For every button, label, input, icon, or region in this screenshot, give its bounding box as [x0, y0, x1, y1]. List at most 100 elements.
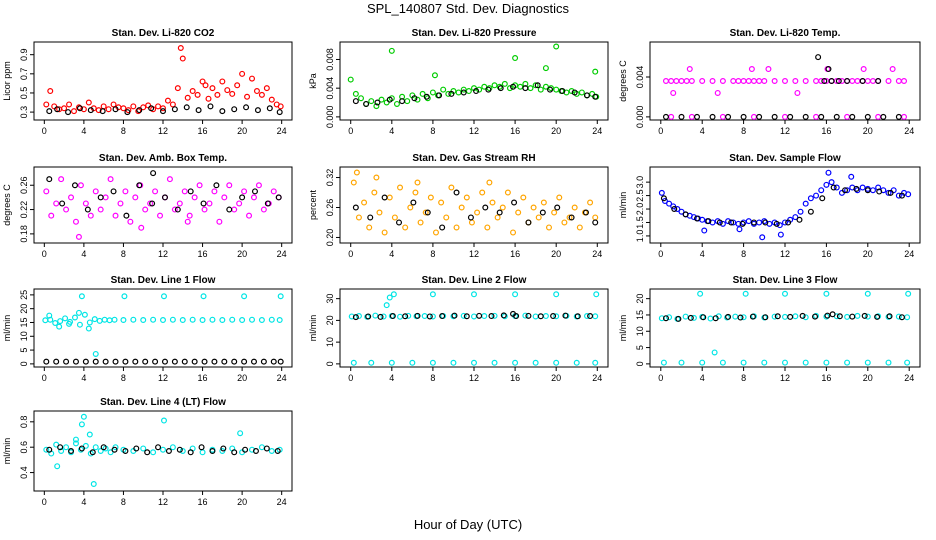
data-point — [875, 77, 882, 84]
data-point — [111, 316, 118, 323]
data-point — [553, 313, 560, 320]
data-point — [802, 113, 809, 120]
data-point — [122, 188, 129, 195]
x-tick-label: 20 — [551, 373, 561, 383]
x-tick-label: 12 — [780, 373, 790, 383]
data-point — [885, 77, 892, 84]
data-point — [559, 88, 566, 95]
data-point — [730, 219, 737, 226]
data-point — [666, 314, 673, 321]
data-point — [787, 313, 794, 320]
data-point — [821, 77, 828, 84]
data-point — [255, 182, 262, 189]
data-point — [520, 194, 527, 201]
data-point — [57, 444, 64, 451]
data-point — [427, 194, 434, 201]
data-point — [355, 313, 362, 320]
data-point — [592, 219, 599, 226]
data-point — [63, 358, 70, 365]
series-2 — [46, 170, 282, 219]
data-point — [448, 184, 455, 191]
data-point — [184, 94, 191, 101]
data-point — [494, 214, 501, 221]
data-point — [740, 314, 747, 321]
x-tick-label: 12 — [158, 497, 168, 507]
data-point — [191, 194, 198, 201]
data-point — [46, 108, 53, 115]
data-point — [875, 113, 882, 120]
data-point — [658, 315, 665, 322]
y-tick-label: 0.26 — [325, 199, 335, 217]
data-point — [501, 313, 508, 320]
data-point — [65, 109, 72, 116]
data-point — [85, 99, 92, 106]
x-tick-label: 0 — [42, 497, 47, 507]
data-point — [51, 103, 58, 110]
data-point — [352, 204, 359, 211]
data-point — [251, 188, 258, 195]
data-point — [781, 313, 788, 320]
data-point — [802, 314, 809, 321]
data-point — [904, 359, 911, 366]
chart-panel-1: Stan. Dev. Li-820 CO2 Licor ppm 0 4 8 12 16 20 2… — [2, 28, 293, 136]
data-point — [568, 88, 575, 95]
data-point — [525, 219, 532, 226]
data-point — [155, 444, 162, 451]
data-point — [348, 313, 355, 320]
series-2 — [46, 444, 281, 456]
x-tick-label: 8 — [121, 126, 126, 136]
y-tick-label: 5 — [635, 345, 645, 350]
y-tick-label: 20 — [19, 304, 29, 314]
data-point — [270, 358, 277, 365]
data-point — [885, 189, 892, 196]
data-point — [491, 359, 498, 366]
x-tick-label: 8 — [741, 126, 746, 136]
data-point — [211, 188, 218, 195]
data-point — [142, 358, 149, 365]
data-point — [574, 313, 581, 320]
data-point — [824, 312, 831, 319]
data-point — [668, 113, 675, 120]
page-title: SPL_140807 Std. Dev. Diagnostics — [366, 1, 570, 16]
data-point — [765, 66, 772, 73]
data-point — [568, 214, 575, 221]
data-point — [258, 91, 265, 98]
data-point — [231, 449, 238, 456]
series-2 — [43, 358, 284, 365]
series-1 — [658, 290, 912, 366]
data-point — [165, 448, 172, 455]
data-point — [670, 203, 677, 210]
data-point — [86, 431, 93, 438]
data-point — [901, 77, 908, 84]
data-point — [562, 312, 569, 319]
series-1 — [347, 43, 600, 110]
data-point — [422, 209, 429, 216]
data-point — [72, 436, 79, 443]
x-tick-label: 12 — [158, 126, 168, 136]
data-point — [373, 103, 380, 110]
data-point — [414, 179, 421, 186]
data-point — [797, 208, 804, 215]
data-point — [537, 313, 544, 320]
y-tick-label: 0.004 — [325, 77, 335, 100]
data-point — [181, 188, 188, 195]
data-point — [756, 77, 763, 84]
data-point — [243, 104, 250, 111]
data-point — [905, 191, 912, 198]
y-axis-label: ml/min — [308, 315, 318, 342]
x-tick-label: 4 — [389, 373, 394, 383]
x-tick-label: 12 — [780, 126, 790, 136]
x-tick-label: 0 — [658, 373, 663, 383]
data-point — [404, 98, 411, 105]
data-point — [510, 83, 517, 90]
data-point — [198, 444, 205, 451]
chart-title: Stan. Dev. Amb. Box Temp. — [99, 153, 227, 164]
data-point — [532, 82, 539, 89]
data-point — [737, 314, 744, 321]
x-tick-label: 4 — [81, 497, 86, 507]
y-tick-label: 3.0 — [635, 176, 645, 189]
data-point — [678, 113, 685, 120]
data-point — [402, 224, 409, 231]
y-tick-label: 15 — [19, 317, 29, 327]
data-point — [409, 359, 416, 366]
